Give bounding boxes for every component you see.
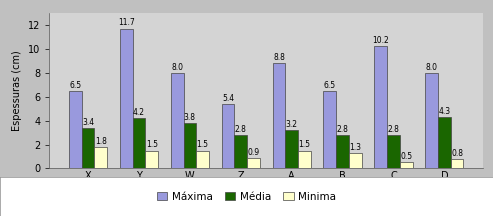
Bar	[336, 135, 349, 168]
Text: 4.3: 4.3	[438, 107, 451, 116]
Bar	[95, 147, 107, 168]
Bar	[273, 63, 285, 168]
Text: 11.7: 11.7	[118, 18, 135, 27]
Text: 0.5: 0.5	[400, 152, 412, 161]
Bar	[438, 117, 451, 168]
Bar	[196, 151, 209, 168]
Bar	[69, 91, 82, 168]
Bar	[120, 29, 133, 168]
Text: 2.8: 2.8	[387, 125, 399, 134]
Text: 1.8: 1.8	[95, 137, 107, 146]
Text: 6.5: 6.5	[324, 81, 336, 89]
X-axis label: Empresas: Empresas	[242, 187, 290, 197]
Text: 4.2: 4.2	[133, 108, 145, 117]
Bar	[133, 118, 145, 168]
Bar	[425, 73, 438, 168]
Text: 3.4: 3.4	[82, 118, 94, 127]
Text: 3.2: 3.2	[285, 120, 298, 129]
Bar	[222, 104, 234, 168]
Bar	[451, 159, 463, 168]
Bar	[171, 73, 183, 168]
Bar	[323, 91, 336, 168]
Text: 0.8: 0.8	[451, 149, 463, 158]
Text: 1.5: 1.5	[298, 140, 311, 149]
Bar	[387, 135, 400, 168]
Text: 6.5: 6.5	[70, 81, 81, 89]
Legend: Máxima, Média, Minima: Máxima, Média, Minima	[154, 188, 339, 205]
Text: 8.8: 8.8	[273, 53, 285, 62]
Text: 2.8: 2.8	[337, 125, 349, 134]
Text: 2.8: 2.8	[235, 125, 246, 134]
Text: 1.5: 1.5	[146, 140, 158, 149]
Text: 1.5: 1.5	[197, 140, 209, 149]
Bar	[298, 151, 311, 168]
Text: 8.0: 8.0	[425, 63, 438, 71]
Text: 8.0: 8.0	[171, 63, 183, 71]
Bar	[145, 151, 158, 168]
Bar	[374, 46, 387, 168]
Text: 1.3: 1.3	[349, 143, 361, 152]
Text: 10.2: 10.2	[372, 36, 389, 45]
Bar	[400, 162, 413, 168]
Bar	[349, 153, 362, 168]
Bar	[234, 135, 247, 168]
Text: 3.8: 3.8	[184, 113, 196, 122]
Bar	[82, 128, 95, 168]
Text: 5.4: 5.4	[222, 94, 234, 103]
Bar	[183, 123, 196, 168]
Y-axis label: Espessuras (cm): Espessuras (cm)	[12, 50, 22, 131]
Bar	[247, 158, 260, 168]
Text: 0.9: 0.9	[247, 148, 259, 157]
Bar	[285, 130, 298, 168]
